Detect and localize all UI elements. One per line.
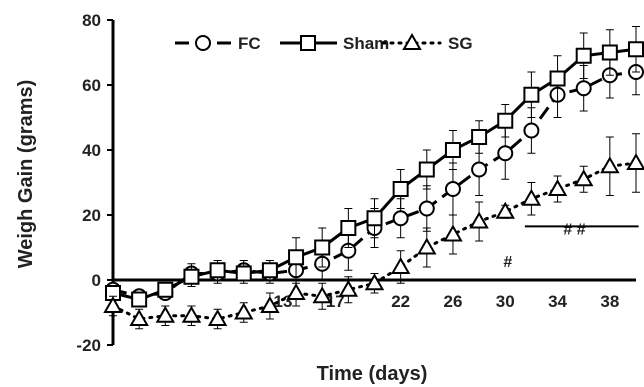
data-point-sham	[523, 86, 540, 103]
data-point-sham	[575, 47, 592, 64]
y-tick-label: 20	[82, 206, 101, 225]
data-point-sham	[628, 41, 644, 58]
data-point-sham	[235, 265, 252, 282]
legend-label-fc: FC	[238, 34, 261, 53]
series-sg	[103, 133, 644, 330]
data-point-fc	[392, 210, 409, 227]
y-tick-label: 0	[92, 271, 101, 290]
data-point-sg	[260, 295, 280, 313]
y-axis-title: Weigh Gain (grams)	[15, 80, 37, 269]
data-point-sham	[261, 262, 278, 279]
data-point-sham	[340, 220, 357, 236]
data-point-sg	[286, 282, 306, 300]
data-point-sg	[547, 178, 568, 196]
y-tick-label: 60	[82, 76, 101, 95]
data-point-sham	[471, 129, 488, 145]
data-point-fc	[418, 200, 435, 217]
data-point-sham	[288, 249, 305, 266]
data-point-sham	[157, 281, 174, 298]
legend-marker-sg	[402, 32, 422, 50]
data-point-sg	[390, 256, 411, 274]
data-point-sham	[392, 181, 409, 197]
data-point-sg	[312, 286, 332, 304]
x-tick-label: 26	[443, 292, 462, 311]
data-point-fc	[523, 122, 540, 139]
chart-legend: FC Sham SG	[175, 32, 473, 53]
data-point-sg	[181, 305, 202, 323]
data-point-fc	[444, 181, 461, 197]
x-axis-title: Time (days)	[317, 363, 428, 385]
data-point-sham	[549, 70, 566, 87]
data-point-sg	[234, 302, 254, 320]
legend-marker-sham	[300, 35, 316, 51]
data-point-sham	[366, 210, 383, 227]
data-point-sham	[418, 161, 435, 178]
series-fc	[105, 48, 644, 305]
data-point-sham	[314, 239, 331, 256]
significance-marker: #	[503, 254, 512, 271]
x-tick-label: 13	[274, 292, 293, 311]
annotation-layer: # # #	[503, 222, 639, 271]
data-point-sham	[444, 142, 461, 158]
significance-marker: # #	[563, 222, 585, 239]
data-point-sg	[103, 295, 123, 313]
y-tick-label: 40	[82, 141, 101, 160]
y-tick-label: -20	[76, 336, 101, 355]
data-point-fc	[497, 145, 514, 162]
x-tick-label: 38	[600, 292, 619, 311]
data-point-sg	[155, 305, 176, 323]
legend-item-sham: Sham	[280, 34, 389, 53]
data-point-fc	[471, 161, 488, 178]
data-point-sham	[601, 44, 618, 61]
data-point-sg	[417, 237, 437, 255]
data-point-sg	[521, 188, 542, 206]
data-point-sham	[497, 112, 514, 129]
legend-marker-fc	[195, 35, 211, 51]
data-point-sg	[364, 273, 385, 291]
data-point-sg	[443, 224, 463, 242]
data-point-sg	[207, 308, 228, 326]
data-point-sg	[573, 169, 594, 187]
x-tick-label: 22	[391, 292, 410, 311]
x-tick-label: 34	[548, 292, 567, 311]
data-point-sg	[600, 156, 620, 174]
data-point-sg	[495, 201, 515, 219]
x-tick-label: 30	[496, 292, 515, 311]
legend-item-sg: SG	[381, 32, 473, 53]
data-point-sg	[338, 279, 359, 297]
data-point-sg	[129, 308, 149, 326]
data-point-sham	[131, 291, 148, 308]
series-layer	[103, 26, 644, 330]
data-point-sg	[469, 211, 489, 229]
data-point-sham	[209, 262, 226, 279]
y-tick-label: 80	[82, 11, 101, 30]
legend-label-sham: Sham	[343, 34, 389, 53]
data-point-sg	[626, 152, 644, 170]
legend-label-sg: SG	[448, 34, 473, 53]
legend-item-fc: FC	[175, 34, 261, 53]
data-point-sham	[183, 268, 200, 285]
data-point-fc	[575, 80, 592, 97]
series-sham	[105, 26, 644, 308]
